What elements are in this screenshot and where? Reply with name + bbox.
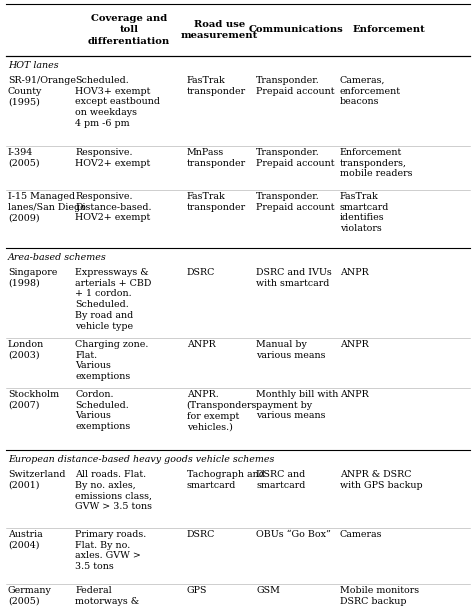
- Text: I-15 Managed
lanes/San Diego
(2009): I-15 Managed lanes/San Diego (2009): [8, 192, 86, 223]
- Text: Singapore
(1998): Singapore (1998): [8, 268, 57, 288]
- Text: Area-based schemes: Area-based schemes: [8, 253, 107, 261]
- Text: HOT lanes: HOT lanes: [8, 60, 59, 69]
- Text: I-394
(2005): I-394 (2005): [8, 148, 40, 168]
- Text: Charging zone.
Flat.
Various
exemptions: Charging zone. Flat. Various exemptions: [75, 340, 149, 381]
- Text: Cordon.
Scheduled.
Various
exemptions: Cordon. Scheduled. Various exemptions: [75, 390, 130, 431]
- Text: DSRC: DSRC: [187, 530, 215, 539]
- Text: Transponder.
Prepaid account: Transponder. Prepaid account: [256, 148, 335, 168]
- Text: GSM: GSM: [256, 586, 280, 595]
- Text: All roads. Flat.
By no. axles,
emissions class,
GVW > 3.5 tons: All roads. Flat. By no. axles, emissions…: [75, 470, 152, 511]
- Text: Manual by
various means: Manual by various means: [256, 340, 326, 360]
- Text: GPS: GPS: [187, 586, 207, 595]
- Text: European distance-based heavy goods vehicle schemes: European distance-based heavy goods vehi…: [8, 454, 274, 464]
- Text: Cameras: Cameras: [340, 530, 382, 539]
- Text: DSRC and
smartcard: DSRC and smartcard: [256, 470, 306, 490]
- Text: ANPR.
(Transponders
for exempt
vehicles.): ANPR. (Transponders for exempt vehicles.…: [187, 390, 257, 431]
- Text: Mobile monitors
DSRC backup: Mobile monitors DSRC backup: [340, 586, 419, 606]
- Text: Scheduled.
HOV3+ exempt
except eastbound
on weekdays
4 pm -6 pm: Scheduled. HOV3+ exempt except eastbound…: [75, 76, 160, 128]
- Text: OBUs “Go Box”: OBUs “Go Box”: [256, 530, 331, 539]
- Text: Expressways &
arterials + CBD
+ 1 cordon.
Scheduled.
By road and
vehicle type: Expressways & arterials + CBD + 1 cordon…: [75, 268, 152, 331]
- Text: London
(2003): London (2003): [8, 340, 44, 360]
- Text: ANPR: ANPR: [340, 268, 368, 277]
- Text: Primary roads.
Flat. By no.
axles. GVW >
3.5 tons: Primary roads. Flat. By no. axles. GVW >…: [75, 530, 146, 571]
- Text: DSRC: DSRC: [187, 268, 215, 277]
- Text: DSRC and IVUs
with smartcard: DSRC and IVUs with smartcard: [256, 268, 332, 288]
- Text: ANPR: ANPR: [187, 340, 215, 349]
- Text: ANPR & DSRC
with GPS backup: ANPR & DSRC with GPS backup: [340, 470, 422, 490]
- Text: Road use
measurement: Road use measurement: [181, 20, 258, 40]
- Text: Stockholm
(2007): Stockholm (2007): [8, 390, 59, 410]
- Text: Coverage and
toll
differentiation: Coverage and toll differentiation: [88, 14, 170, 46]
- Text: Tachograph and
smartcard: Tachograph and smartcard: [187, 470, 264, 490]
- Text: Federal
motorways &: Federal motorways &: [75, 586, 139, 606]
- Text: MnPass
transponder: MnPass transponder: [187, 148, 246, 168]
- Text: Responsive.
HOV2+ exempt: Responsive. HOV2+ exempt: [75, 148, 151, 168]
- Text: Enforcement: Enforcement: [353, 25, 425, 34]
- Text: SR-91/Orange
County
(1995): SR-91/Orange County (1995): [8, 76, 76, 106]
- Text: Austria
(2004): Austria (2004): [8, 530, 43, 550]
- Text: Responsive.
Distance-based.
HOV2+ exempt: Responsive. Distance-based. HOV2+ exempt: [75, 192, 152, 223]
- Text: ANPR: ANPR: [340, 390, 368, 399]
- Text: FasTrak
smartcard
identifies
violators: FasTrak smartcard identifies violators: [340, 192, 389, 233]
- Text: Communications: Communications: [249, 25, 343, 34]
- Text: Monthly bill with
payment by
various means: Monthly bill with payment by various mea…: [256, 390, 338, 421]
- Text: Enforcement
transponders,
mobile readers: Enforcement transponders, mobile readers: [340, 148, 412, 178]
- Text: Switzerland
(2001): Switzerland (2001): [8, 470, 65, 490]
- Text: FasTrak
transponder: FasTrak transponder: [187, 192, 246, 212]
- Text: ANPR: ANPR: [340, 340, 368, 349]
- Text: Transponder.
Prepaid account: Transponder. Prepaid account: [256, 76, 335, 96]
- Text: FasTrak
transponder: FasTrak transponder: [187, 76, 246, 96]
- Text: Transponder.
Prepaid account: Transponder. Prepaid account: [256, 192, 335, 212]
- Text: Cameras,
enforcement
beacons: Cameras, enforcement beacons: [340, 76, 401, 106]
- Text: Germany
(2005): Germany (2005): [8, 586, 52, 606]
